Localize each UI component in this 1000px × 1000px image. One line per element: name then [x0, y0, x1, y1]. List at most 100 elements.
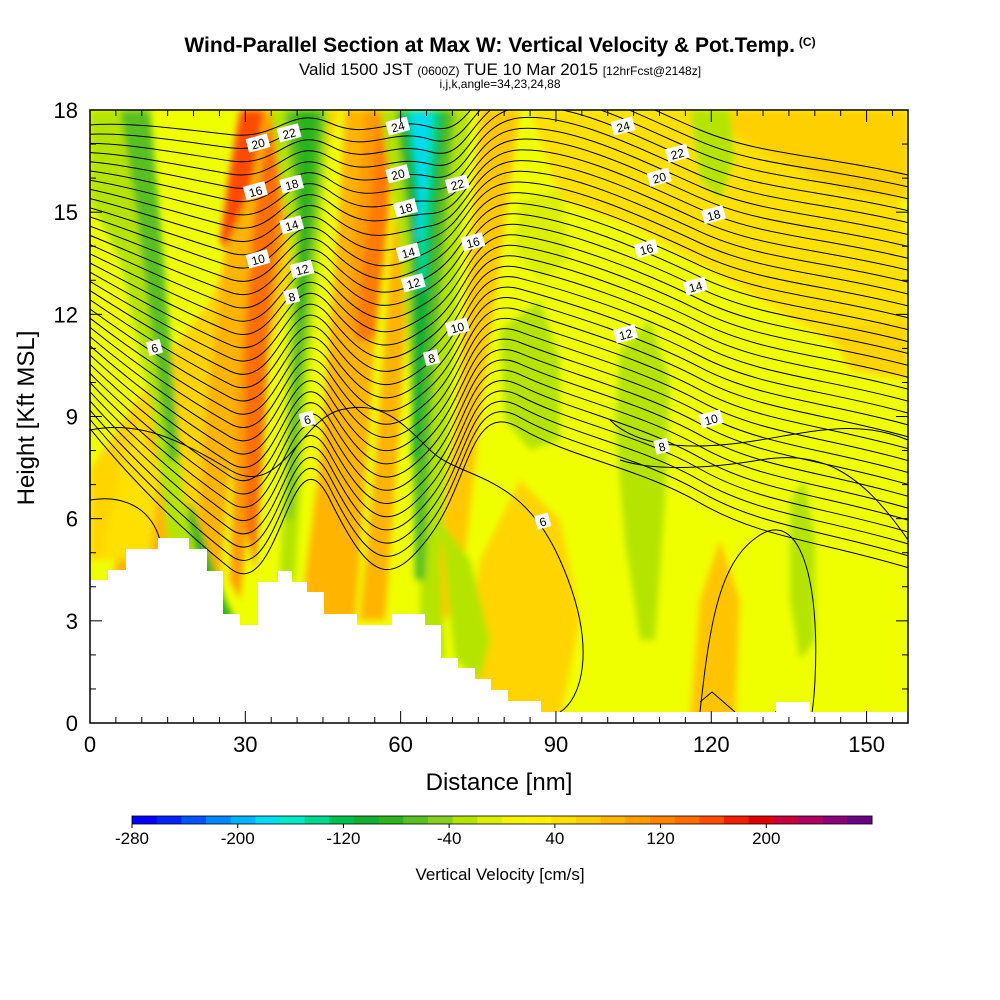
- theta-contour-line: [90, 406, 584, 713]
- colorbar-swatch: [526, 816, 552, 824]
- contour-label-text: 6: [302, 412, 312, 427]
- theta-contour-line: [90, 244, 908, 366]
- contour-label-box: [613, 324, 639, 344]
- contour-label: 14: [279, 215, 305, 235]
- theta-contour-line: [90, 349, 908, 485]
- y-tick-label: 9: [66, 405, 78, 430]
- grid-indices: i,j,k,angle=34,23,24,88: [439, 77, 561, 91]
- contour-label-box: [393, 198, 418, 218]
- x-tick-label: 30: [233, 732, 257, 757]
- colorbar-frame: [131, 815, 873, 825]
- contour-label-text: 12: [294, 261, 311, 278]
- colorbar-tick-label: -120: [326, 829, 360, 848]
- contour-label-box: [400, 273, 426, 293]
- contour-label-text: 12: [405, 275, 422, 292]
- valid-date: TUE 10 Mar 2015: [463, 60, 599, 79]
- x-tick-label: 0: [84, 732, 96, 757]
- theta-contour-line: [90, 286, 908, 414]
- x-tick-label: 150: [848, 732, 885, 757]
- contour-label-box: [279, 174, 305, 194]
- downdraft-band: [285, 110, 325, 520]
- contour-label: 22: [664, 143, 690, 163]
- colorbar-swatch: [403, 816, 429, 824]
- x-tick-label: 60: [388, 732, 412, 757]
- contour-label: 12: [613, 324, 639, 344]
- contour-label-box: [653, 437, 671, 455]
- colorbar-swatch: [625, 816, 651, 824]
- theta-contour-line: [90, 400, 908, 548]
- colorbar-tick-label: -200: [221, 829, 255, 848]
- theta-contour-line: [90, 170, 908, 283]
- valid-utc: (0600Z): [417, 64, 460, 78]
- theta-contour-line: [90, 255, 908, 378]
- colorbar-swatch: [477, 816, 503, 824]
- updraft-band: [430, 110, 520, 640]
- colorbar-swatch: [378, 816, 404, 824]
- updraft-band: [690, 540, 740, 720]
- colorbar-swatch: [428, 816, 454, 824]
- theta-contour-line: [699, 691, 736, 713]
- colorbar-swatch: [699, 816, 725, 824]
- contour-label-text: 18: [706, 207, 723, 224]
- contour-label: 10: [698, 409, 724, 429]
- contour-label-box: [610, 116, 636, 136]
- colorbar: -280 -200 -120 -40 40 120 200: [115, 815, 873, 848]
- contour-label-box: [283, 287, 301, 305]
- contour-label: 12: [289, 259, 315, 279]
- theta-contour-line: [90, 192, 908, 307]
- x-axis: 0 30 60 90 120 150: [84, 110, 893, 757]
- contour-label-text: 8: [287, 290, 297, 305]
- contour-label: 8: [653, 437, 671, 455]
- contour-label: 24: [385, 116, 411, 136]
- colorbar-swatch: [822, 816, 848, 824]
- updraft-band: [245, 110, 290, 570]
- contour-label-box: [701, 204, 727, 225]
- contour-label: 18: [393, 198, 418, 218]
- contour-label: 10: [245, 249, 271, 269]
- contour-label: 16: [460, 232, 486, 252]
- downdraft-band: [690, 110, 735, 200]
- chart-subtitle: Valid 1500 JST (0600Z) TUE 10 Mar 2015 […: [0, 60, 1000, 80]
- contour-label-text: 6: [150, 341, 160, 356]
- forecast-info: [12hrFcst@2148z]: [602, 64, 702, 78]
- contour-label-text: 20: [250, 135, 267, 152]
- contour-label-text: 18: [398, 200, 415, 217]
- downdraft-band: [500, 300, 560, 450]
- chart-title-text: Wind-Parallel Section at Max W: Vertical…: [184, 34, 795, 57]
- contour-label-box: [395, 242, 421, 262]
- contour-label-text: 14: [400, 244, 417, 261]
- contour-label: 20: [385, 164, 411, 184]
- contour-label: 16: [633, 239, 659, 259]
- colorbar-swatch: [255, 816, 281, 824]
- colorbar-swatch: [724, 816, 750, 824]
- contour-label-box: [145, 338, 164, 356]
- contour-label-text: 8: [427, 351, 437, 366]
- downdraft-band: [615, 320, 670, 640]
- colorbar-swatch: [600, 816, 626, 824]
- contour-label-text: 10: [449, 319, 466, 336]
- contour-label-box: [460, 232, 486, 252]
- contour-label-text: 22: [449, 176, 466, 193]
- contour-label-box: [444, 317, 470, 337]
- contour-label-text: 8: [657, 439, 667, 454]
- contour-label: 22: [444, 174, 470, 194]
- colorbar-label: Vertical Velocity [cm/s]: [415, 865, 584, 884]
- theta-contour-line: [699, 529, 817, 723]
- colorbar-swatch: [230, 816, 256, 824]
- x-tick-label: 90: [544, 732, 568, 757]
- theta-contour-line: [90, 110, 908, 176]
- terrain: [90, 538, 908, 723]
- theta-contour-line: [90, 110, 908, 188]
- colorbar-swatch: [674, 816, 700, 824]
- contour-label: 14: [683, 276, 708, 296]
- contour-label: 20: [646, 167, 672, 187]
- colorbar-swatch: [576, 816, 602, 824]
- contour-label-box: [534, 512, 552, 530]
- colorbar-tick-label: 40: [545, 829, 564, 848]
- colorbar-swatch: [798, 816, 824, 824]
- contour-label-box: [646, 167, 672, 187]
- x-tick-label: 120: [693, 732, 730, 757]
- colorbar-swatch: [650, 816, 676, 824]
- updraft-band: [355, 110, 395, 340]
